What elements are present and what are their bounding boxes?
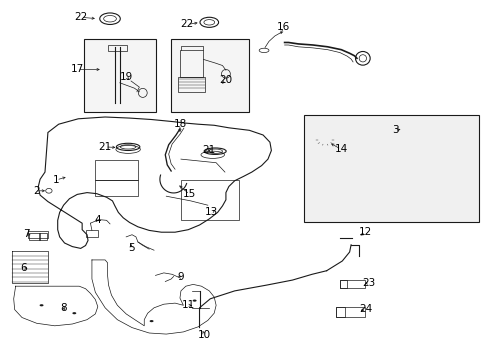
- Bar: [107, 45, 127, 51]
- Bar: [39, 233, 47, 240]
- Bar: [387, 156, 406, 167]
- Text: 10: 10: [198, 330, 210, 340]
- Bar: [380, 174, 401, 181]
- Text: 21: 21: [202, 145, 216, 156]
- Bar: [336, 307, 364, 317]
- Bar: [356, 203, 376, 211]
- Bar: [339, 280, 346, 288]
- Text: 1: 1: [53, 175, 60, 185]
- Bar: [337, 186, 356, 194]
- Bar: [342, 158, 361, 167]
- Text: 23: 23: [362, 278, 375, 288]
- Ellipse shape: [149, 320, 153, 322]
- Text: 22: 22: [180, 19, 194, 30]
- Bar: [436, 197, 454, 207]
- Text: 14: 14: [334, 144, 347, 154]
- Bar: [323, 172, 341, 181]
- Text: 3: 3: [391, 125, 398, 135]
- Bar: [386, 127, 406, 135]
- Bar: [363, 121, 384, 132]
- Ellipse shape: [192, 300, 196, 302]
- Text: 12: 12: [358, 227, 372, 237]
- Text: 5: 5: [127, 243, 134, 253]
- Bar: [429, 153, 449, 164]
- Bar: [414, 138, 435, 149]
- Text: 19: 19: [119, 72, 133, 82]
- Bar: [392, 144, 413, 153]
- Text: 20: 20: [219, 75, 232, 85]
- Text: 17: 17: [70, 64, 84, 75]
- Bar: [304, 115, 478, 222]
- Bar: [406, 123, 428, 134]
- Bar: [95, 160, 138, 180]
- Bar: [336, 307, 345, 317]
- Text: 24: 24: [358, 304, 372, 314]
- Bar: [362, 188, 380, 198]
- Bar: [415, 186, 434, 197]
- Bar: [429, 127, 449, 139]
- Text: 9: 9: [177, 272, 184, 282]
- Ellipse shape: [72, 312, 76, 314]
- Bar: [181, 180, 238, 220]
- Text: 6: 6: [20, 263, 27, 273]
- Bar: [370, 138, 391, 151]
- Bar: [351, 171, 371, 180]
- Text: 16: 16: [276, 22, 290, 32]
- Ellipse shape: [40, 304, 43, 306]
- Bar: [435, 171, 453, 180]
- Bar: [29, 233, 40, 240]
- Bar: [389, 185, 409, 193]
- Text: 15: 15: [183, 189, 196, 199]
- Bar: [327, 200, 346, 209]
- Bar: [351, 147, 371, 154]
- Text: 7: 7: [23, 229, 30, 239]
- Text: 4: 4: [94, 215, 101, 225]
- Text: 21: 21: [98, 142, 112, 152]
- Text: 18: 18: [173, 119, 186, 129]
- Bar: [439, 184, 459, 194]
- Bar: [408, 161, 429, 169]
- Bar: [85, 230, 98, 237]
- Text: 8: 8: [60, 303, 67, 313]
- Text: 2: 2: [33, 186, 40, 196]
- Bar: [341, 128, 362, 137]
- Bar: [95, 180, 138, 196]
- Bar: [385, 198, 404, 208]
- Bar: [320, 122, 344, 136]
- Bar: [410, 201, 429, 210]
- Bar: [330, 142, 351, 152]
- Text: 11: 11: [181, 300, 195, 310]
- Bar: [407, 168, 427, 179]
- Bar: [171, 39, 249, 112]
- Bar: [339, 280, 365, 288]
- Text: 13: 13: [204, 207, 218, 217]
- Text: 22: 22: [74, 12, 87, 22]
- Bar: [180, 50, 203, 77]
- Bar: [364, 161, 383, 168]
- Bar: [178, 77, 205, 92]
- Bar: [84, 39, 155, 112]
